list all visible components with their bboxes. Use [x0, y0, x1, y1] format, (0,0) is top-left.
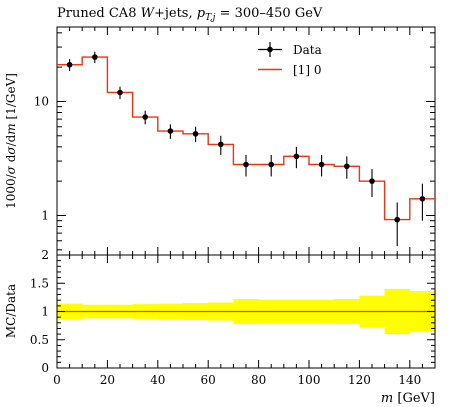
data-points: [66, 51, 426, 246]
ratio-y-tick-label: 2: [41, 248, 49, 262]
data-point-marker: [142, 114, 148, 120]
x-tick-label: 60: [201, 373, 216, 387]
data-point: [92, 51, 98, 64]
legend-mc-label: [1] 0: [293, 63, 321, 77]
data-point-marker: [66, 61, 73, 68]
data-point-marker: [318, 161, 325, 168]
main-panel-frame: [56, 26, 436, 256]
data-point: [318, 154, 325, 177]
x-tick-label: 40: [150, 373, 165, 387]
ratio-y-axis: 0 0.5 1 1.5 2: [30, 248, 435, 375]
data-point: [66, 59, 73, 72]
data-point: [243, 154, 249, 177]
data-point: [293, 146, 300, 169]
main-panel: 1 10 Data [1] 0 1000/σ dσ/dm [1/GeV]: [4, 26, 436, 256]
data-point-marker: [293, 153, 300, 160]
data-point: [218, 135, 224, 155]
data-point: [344, 156, 350, 179]
legend-data-label: Data: [293, 43, 322, 57]
x-tick-label: 100: [298, 373, 321, 387]
data-point: [167, 124, 174, 139]
data-point: [419, 183, 426, 221]
main-y-tick-label: 10: [34, 94, 49, 108]
data-point-marker: [369, 178, 375, 184]
data-point: [394, 202, 401, 246]
data-point-marker: [419, 196, 426, 202]
ratio-y-tick-label: 0: [41, 361, 49, 375]
x-axis-label: m [GeV]: [381, 391, 435, 406]
data-point: [142, 110, 148, 125]
data-point-marker: [167, 128, 174, 134]
x-tick-label: 20: [100, 373, 115, 387]
ratio-y-tick-label: 1.5: [30, 276, 49, 290]
data-point-marker: [117, 89, 123, 96]
x-axis: 0 20 40 60 80 100 120 140: [53, 255, 436, 387]
main-y-axis: 1 10: [34, 32, 435, 251]
main-y-tick-label: 1: [41, 208, 49, 222]
data-point-marker: [394, 216, 401, 223]
x-tick-label: 120: [348, 373, 371, 387]
mc-step-line: [57, 56, 435, 221]
data-point-marker: [192, 131, 199, 137]
ratio-y-tick-label: 0.5: [30, 333, 49, 347]
data-point-marker: [243, 161, 249, 168]
ratio-y-tick-label: 1: [41, 305, 49, 319]
chart-title: Pruned CA8 W+jets, pT,j = 300–450 GeV: [57, 6, 323, 23]
x-tick-label: 140: [398, 373, 421, 387]
data-point: [117, 86, 123, 100]
data-point-marker: [218, 141, 224, 148]
ratio-y-axis-label: MC/Data: [4, 284, 18, 338]
ratio-panel: 0 0.5 1 1.5 2 0 20 40 60 80 100 120 140 MC/Data m […: [4, 248, 436, 406]
legend: Data [1] 0: [258, 42, 322, 77]
main-y-axis-label: 1000/σ dσ/dm [1/GeV]: [4, 73, 18, 209]
x-tick-label: 80: [251, 373, 266, 387]
data-point: [268, 154, 275, 177]
mc-histogram: [57, 56, 435, 221]
x-tick-label: 0: [53, 373, 61, 387]
data-point: [192, 126, 199, 143]
main-x-ticks: [56, 27, 436, 255]
data-point-marker: [92, 54, 98, 60]
legend-data-marker: [267, 46, 273, 53]
data-point: [369, 169, 375, 198]
data-point-marker: [268, 161, 275, 168]
data-point-marker: [344, 163, 350, 170]
